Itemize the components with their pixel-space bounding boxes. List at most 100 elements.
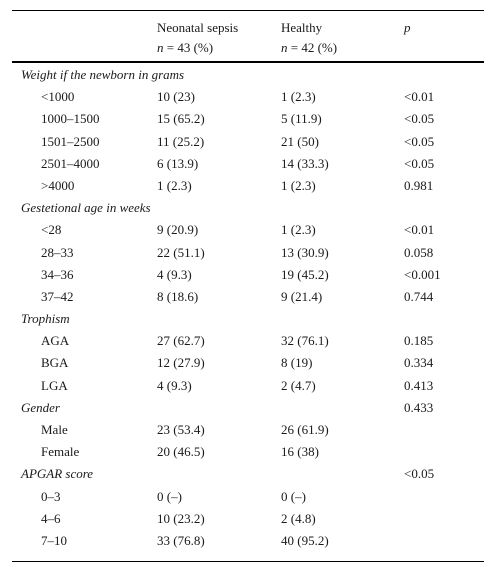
header-sepsis-n: n bbox=[157, 40, 164, 55]
sepsis-value: 1 (2.3) bbox=[157, 177, 192, 193]
healthy-value: 9 (21.4) bbox=[281, 288, 323, 304]
sepsis-value: 33 (76.8) bbox=[157, 532, 205, 548]
row-label: 1501–2500 bbox=[41, 133, 100, 149]
table-row: 37–42 8 (18.6) 9 (21.4) 0.744 bbox=[0, 286, 495, 308]
header-sepsis-count-line: n = 43 (%) bbox=[157, 38, 238, 58]
healthy-value: 40 (95.2) bbox=[281, 532, 329, 548]
row-label: 7–10 bbox=[41, 532, 67, 548]
healthy-value: 26 (61.9) bbox=[281, 422, 329, 437]
sepsis-value: 22 (51.1) bbox=[157, 244, 205, 260]
section-label: Trophism bbox=[21, 311, 70, 327]
row-label: >4000 bbox=[41, 177, 75, 193]
table-body: Weight if the newborn in grams <1000 10 (2… bbox=[0, 64, 495, 552]
header-healthy-n: n bbox=[281, 40, 288, 55]
bottom-rule bbox=[12, 561, 484, 562]
row-label: BGA bbox=[41, 355, 69, 371]
healthy-value: 14 (33.3) bbox=[281, 155, 329, 171]
table-row: BGA 12 (27.9) 8 (19) 0.334 bbox=[0, 352, 495, 374]
p-value: <0.05 bbox=[404, 466, 435, 482]
sepsis-value: 27 (62.7) bbox=[157, 333, 205, 349]
sepsis-value: 11 (25.2) bbox=[157, 133, 205, 149]
sepsis-value: 23 (53.4) bbox=[157, 422, 205, 437]
row-label: <28 bbox=[41, 222, 62, 238]
header-healthy-count-line: n = 42 (%) bbox=[281, 38, 337, 58]
p-value: 0.433 bbox=[404, 399, 434, 415]
top-rule bbox=[12, 10, 484, 11]
row-label: Female bbox=[41, 444, 80, 460]
sepsis-value: 8 (18.6) bbox=[157, 288, 199, 304]
p-value: 0.185 bbox=[404, 333, 434, 349]
healthy-value: 16 (38) bbox=[281, 444, 319, 460]
healthy-value: 1 (2.3) bbox=[281, 222, 316, 238]
header-healthy-title: Healthy bbox=[281, 20, 323, 35]
sepsis-value: 15 (65.2) bbox=[157, 111, 205, 127]
p-value: <0.05 bbox=[404, 133, 435, 149]
healthy-value: 8 (19) bbox=[281, 355, 313, 371]
table-header: Neonatal sepsis n = 43 (%) Healthy n = 4… bbox=[0, 14, 495, 60]
header-sepsis-title: Neonatal sepsis bbox=[157, 20, 239, 35]
p-value: 0.334 bbox=[404, 355, 434, 371]
table-row: 0–3 0 (–) 0 (–) bbox=[0, 486, 495, 508]
header-healthy: Healthy n = 42 (%) bbox=[281, 18, 337, 58]
row-label: Male bbox=[41, 422, 68, 437]
table-row: 28–33 22 (51.1) 13 (30.9) 0.058 bbox=[0, 242, 495, 264]
p-value: 0.981 bbox=[404, 177, 434, 193]
p-value: <0.05 bbox=[404, 111, 435, 127]
sepsis-value: 20 (46.5) bbox=[157, 444, 205, 460]
healthy-value: 1 (2.3) bbox=[281, 177, 316, 193]
sepsis-value: 10 (23.2) bbox=[157, 510, 205, 526]
row-label: <1000 bbox=[41, 89, 75, 105]
header-healthy-eq: = bbox=[290, 40, 299, 55]
p-value: <0.01 bbox=[404, 222, 435, 238]
table-row: 1000–1500 15 (65.2) 5 (11.9) <0.05 bbox=[0, 108, 495, 130]
header-healthy-count: 42 (%) bbox=[301, 40, 338, 55]
table-row: Male 23 (53.4) 26 (61.9) bbox=[0, 419, 495, 441]
row-label: 37–42 bbox=[41, 288, 74, 304]
table-row: 2501–4000 6 (13.9) 14 (33.3) <0.05 bbox=[0, 153, 495, 175]
sepsis-value: 9 (20.9) bbox=[157, 222, 199, 238]
sepsis-value: 0 (–) bbox=[157, 488, 182, 504]
section-row: Trophism bbox=[0, 308, 495, 330]
section-label: Gender bbox=[21, 399, 60, 415]
table-row: 4–6 10 (23.2) 2 (4.8) bbox=[0, 508, 495, 530]
header-sepsis-count: 43 (%) bbox=[177, 40, 214, 55]
healthy-value: 1 (2.3) bbox=[281, 89, 316, 105]
sepsis-value: 4 (9.3) bbox=[157, 377, 192, 393]
header-rule bbox=[12, 61, 484, 63]
header-sepsis: Neonatal sepsis n = 43 (%) bbox=[157, 18, 238, 58]
table-row: Female 20 (46.5) 16 (38) bbox=[0, 441, 495, 463]
table-row: 34–36 4 (9.3) 19 (45.2) <0.001 bbox=[0, 264, 495, 286]
row-label: 1000–1500 bbox=[41, 111, 100, 127]
healthy-value: 0 (–) bbox=[281, 488, 306, 504]
row-label: AGA bbox=[41, 333, 70, 349]
p-value: 0.744 bbox=[404, 288, 434, 304]
p-value: 0.058 bbox=[404, 244, 434, 260]
sepsis-value: 6 (13.9) bbox=[157, 155, 199, 171]
sepsis-value: 12 (27.9) bbox=[157, 355, 205, 371]
healthy-value: 13 (30.9) bbox=[281, 244, 329, 260]
p-value: <0.05 bbox=[404, 155, 435, 171]
table-row: <28 9 (20.9) 1 (2.3) <0.01 bbox=[0, 219, 495, 241]
p-value: 0.413 bbox=[404, 377, 434, 393]
row-label: 4–6 bbox=[41, 510, 61, 526]
healthy-value: 21 (50) bbox=[281, 133, 319, 149]
section-label: Gestetional age in weeks bbox=[21, 200, 151, 216]
section-row: APGAR score <0.05 bbox=[0, 463, 495, 485]
section-row: Gestetional age in weeks bbox=[0, 197, 495, 219]
row-label: 34–36 bbox=[41, 266, 74, 282]
p-value: <0.01 bbox=[404, 89, 435, 105]
header-p-value: p bbox=[404, 20, 411, 35]
header-sepsis-eq: = bbox=[166, 40, 175, 55]
row-label: 0–3 bbox=[41, 488, 61, 504]
table-row: 7–10 33 (76.8) 40 (95.2) bbox=[0, 530, 495, 552]
row-label: LGA bbox=[41, 377, 68, 393]
sepsis-value: 10 (23) bbox=[157, 89, 195, 105]
table-row: >4000 1 (2.3) 1 (2.3) 0.981 bbox=[0, 175, 495, 197]
section-label: Weight if the newborn in grams bbox=[21, 67, 185, 82]
table-row: <1000 10 (23) 1 (2.3) <0.01 bbox=[0, 86, 495, 108]
healthy-value: 2 (4.8) bbox=[281, 510, 316, 526]
healthy-value: 32 (76.1) bbox=[281, 333, 329, 349]
p-value: <0.001 bbox=[404, 266, 441, 282]
row-label: 2501–4000 bbox=[41, 155, 100, 171]
